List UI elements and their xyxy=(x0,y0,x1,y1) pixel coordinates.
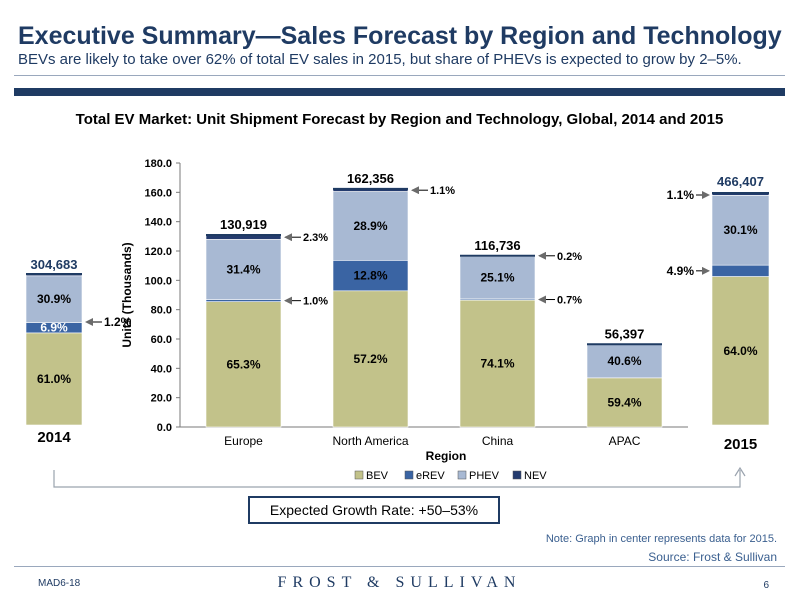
callout-label: 1.0% xyxy=(303,296,328,308)
total-label: 116,736 xyxy=(474,238,520,253)
legend-label: BEV xyxy=(366,470,389,482)
y-tick-label: 160.0 xyxy=(144,187,172,199)
side-data-label: 61.0% xyxy=(37,372,71,386)
data-label: 40.6% xyxy=(607,354,641,368)
page-subtitle: BEVs are likely to take over 62% of tota… xyxy=(18,51,742,68)
legend-item-bev: BEV xyxy=(354,470,389,482)
y-axis-title: Units (Thousands) xyxy=(120,242,134,347)
year-label: 2014 xyxy=(37,429,71,446)
data-label: 74.1% xyxy=(480,357,514,371)
legend-swatch xyxy=(457,470,467,480)
category-label: Europe xyxy=(224,434,263,448)
bar-segment-phev xyxy=(332,191,409,261)
category-label: North America xyxy=(332,434,408,448)
side-data-label: 30.9% xyxy=(37,292,71,306)
bar-segment-phev xyxy=(459,255,536,300)
side-data-label: 64.0% xyxy=(723,344,757,358)
bar-segment-bev xyxy=(332,290,409,428)
legend-label: eREV xyxy=(416,470,445,482)
category-label: China xyxy=(482,434,514,448)
y-tick-label: 100.0 xyxy=(144,275,172,287)
callout-label: 1.1% xyxy=(667,188,695,202)
growth-rate-box: Expected Growth Rate: +50–53% xyxy=(248,496,500,524)
callout-label: 0.7% xyxy=(557,295,582,307)
legend-label: PHEV xyxy=(469,470,500,482)
x-axis-title: Region xyxy=(426,449,467,463)
y-tick-label: 140.0 xyxy=(144,217,172,229)
side-bar-segment-phev xyxy=(711,195,770,266)
legend-swatch xyxy=(354,470,364,480)
header-bar xyxy=(14,88,785,96)
page-number: 6 xyxy=(763,580,769,591)
chart-title: Total EV Market: Unit Shipment Forecast … xyxy=(75,111,724,128)
callout-label: 2.3% xyxy=(303,232,328,244)
data-label: 65.3% xyxy=(226,357,260,371)
legend-label: NEV xyxy=(524,470,547,482)
side-bar-segment-phev xyxy=(25,275,83,323)
data-label: 59.4% xyxy=(607,395,641,409)
side-total-label: 304,683 xyxy=(31,257,78,272)
total-label: 162,356 xyxy=(347,171,394,186)
data-label: 28.9% xyxy=(353,219,387,233)
year-label: 2015 xyxy=(724,436,757,453)
footer-divider xyxy=(14,566,785,567)
side-data-label: 30.1% xyxy=(723,223,757,237)
legend-swatch xyxy=(512,470,522,480)
bar-segment-phev xyxy=(586,343,663,379)
bar-segment-bev xyxy=(205,301,282,428)
chart-note: Note: Graph in center represents data fo… xyxy=(545,533,777,545)
legend-item-phev: PHEV xyxy=(457,470,500,482)
legend-item-nev: NEV xyxy=(512,470,547,482)
callout-label: 1.2% xyxy=(104,315,132,329)
y-tick-label: 120.0 xyxy=(144,246,172,258)
data-label: 25.1% xyxy=(480,270,514,284)
category-label: APAC xyxy=(609,434,641,448)
data-label: 12.8% xyxy=(353,269,387,283)
growth-connector-arrowhead xyxy=(734,466,746,477)
page-title: Executive Summary—Sales Forecast by Regi… xyxy=(18,22,782,50)
side-total-label: 466,407 xyxy=(717,174,764,189)
y-tick-label: 40.0 xyxy=(151,363,172,375)
total-label: 56,397 xyxy=(605,326,645,341)
growth-connector xyxy=(53,470,741,488)
callout-label: 4.9% xyxy=(667,264,695,278)
side-bar-segment-bev xyxy=(25,332,83,426)
legend-item-erev: eREV xyxy=(404,470,445,482)
data-label: 57.2% xyxy=(353,352,387,366)
side-bar-segment-erev xyxy=(711,264,770,277)
y-tick-label: 0.0 xyxy=(157,422,172,434)
callout-label: 1.1% xyxy=(430,185,455,197)
source-credit: Source: Frost & Sullivan xyxy=(648,550,777,564)
y-tick-label: 60.0 xyxy=(151,334,172,346)
y-tick-label: 20.0 xyxy=(151,393,172,405)
side-bar-segment-bev xyxy=(711,276,770,426)
bar-segment-bev xyxy=(586,377,663,428)
header-divider xyxy=(14,75,785,76)
bar-segment-bev xyxy=(459,299,536,428)
data-label: 31.4% xyxy=(226,263,260,277)
brand-logo: FROST & SULLIVAN xyxy=(277,574,522,591)
bar-segment-phev xyxy=(205,239,282,300)
slide-code: MAD6-18 xyxy=(38,578,81,589)
y-tick-label: 80.0 xyxy=(151,305,172,317)
side-data-label: 6.9% xyxy=(40,321,68,335)
y-tick-label: 180.0 xyxy=(144,158,172,170)
legend-swatch xyxy=(404,470,414,480)
callout-label: 0.2% xyxy=(557,251,582,263)
total-label: 130,919 xyxy=(220,217,267,232)
